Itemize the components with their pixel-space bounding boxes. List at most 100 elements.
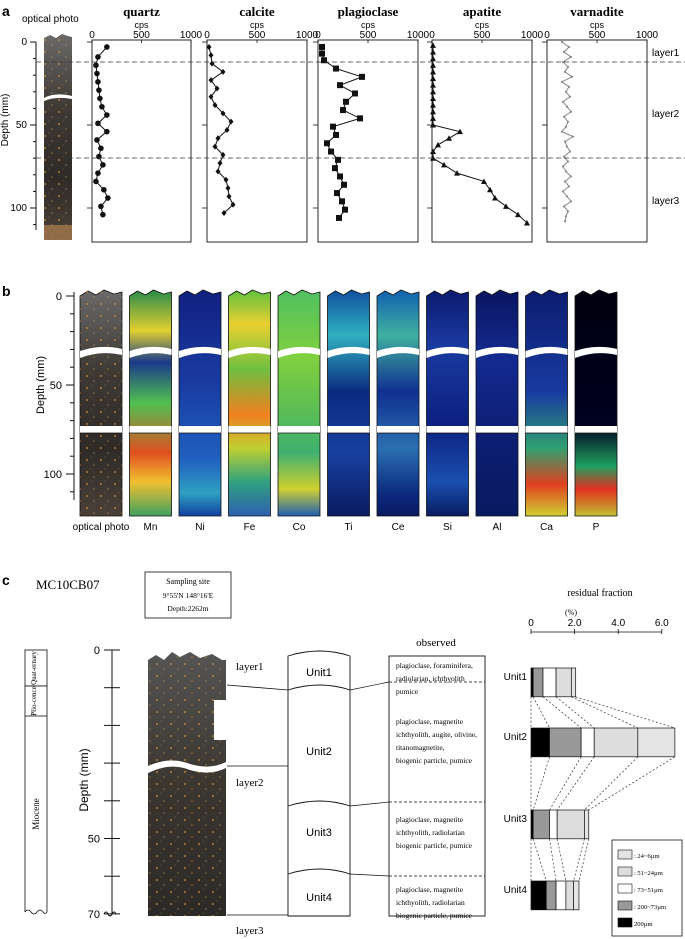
data-point: [221, 209, 227, 216]
legend-label: : 200~73µm: [634, 904, 666, 911]
map-ni: [178, 289, 222, 517]
legend-label: : 51~24µm: [634, 870, 663, 877]
map-p: [574, 289, 618, 517]
data-point: [95, 170, 101, 176]
data-point: [562, 50, 566, 54]
residual-category-label: Unit1: [504, 672, 528, 683]
series-line: [321, 46, 364, 219]
residual-bar-segment: [530, 727, 550, 758]
observed-line: radiolarian, ichthyolith: [396, 674, 465, 683]
data-point: [339, 198, 345, 205]
data-point: [94, 70, 100, 77]
data-point: [104, 44, 110, 50]
data-point: [215, 168, 221, 175]
data-point: [430, 75, 436, 82]
map-ce: [376, 289, 420, 517]
chart-unit: cps: [590, 20, 605, 30]
data-point: [352, 90, 358, 97]
map-ti: [327, 289, 370, 517]
residual-category-label: Unit3: [504, 814, 528, 825]
data-point: [567, 185, 571, 188]
x-tick-label: 0: [89, 30, 95, 41]
residual-bar-segment: [549, 727, 582, 758]
legend-label: 200µm: [634, 921, 653, 928]
data-point: [324, 140, 330, 147]
panel-a-depth-ticks: 0 50 100: [10, 37, 36, 226]
data-point: [343, 98, 349, 105]
data-point: [430, 62, 436, 68]
data-point: [481, 178, 487, 184]
residual-bar-segment: [556, 809, 585, 840]
data-point: [430, 88, 436, 95]
x-tick-label: 500: [474, 30, 491, 41]
data-point: [566, 210, 570, 213]
panel-a-layer1-label: layer1: [652, 48, 680, 59]
panel-a-layer2-label: layer2: [652, 109, 680, 120]
data-point: [337, 173, 343, 180]
data-point: [212, 102, 218, 109]
connector-line: [532, 696, 550, 729]
legend-swatch: [617, 883, 633, 894]
map-mn: [129, 289, 172, 517]
data-point: [96, 87, 102, 93]
x-tick-label: 0: [429, 30, 435, 41]
chart-unit: cps: [250, 20, 265, 30]
residual-bar-segment: [530, 880, 547, 911]
data-point: [562, 155, 566, 158]
data-point: [568, 95, 572, 98]
chart-unit: cps: [361, 20, 376, 30]
chart-unit: cps: [475, 20, 490, 30]
data-point: [561, 190, 565, 193]
data-point: [515, 211, 521, 218]
observed-line: pumice: [396, 687, 419, 696]
sampling-site-depth: Depth:2262m: [167, 604, 208, 613]
epoch-column: Quat-ernary Plio-cence Miocene: [24, 649, 48, 915]
legend-swatch: [617, 866, 633, 877]
data-point: [430, 122, 436, 128]
data-point: [446, 135, 452, 141]
data-point: [565, 105, 569, 108]
data-point: [104, 112, 110, 118]
depth-tick-label: 100: [44, 469, 62, 481]
depth-tick-label: 0: [94, 645, 100, 657]
data-point: [565, 145, 569, 148]
data-point: [96, 153, 102, 160]
data-point: [357, 115, 363, 122]
x-tick-label: 0: [315, 30, 321, 41]
column-label: Fe: [244, 522, 256, 533]
data-point: [333, 131, 339, 138]
data-point: [563, 180, 567, 183]
residual-bar-segment: [584, 809, 590, 840]
data-point: [562, 205, 566, 208]
data-point: [569, 110, 573, 113]
x-tick-label: 1000: [407, 30, 430, 41]
unit2-label: Unit2: [306, 746, 332, 758]
data-point: [100, 162, 106, 168]
chart-unit: cps: [134, 20, 149, 30]
depth-tick-label: 50: [16, 120, 28, 131]
epoch-pliocene: Plio-cence: [30, 686, 38, 716]
residual-bar-segment: [637, 727, 676, 758]
data-point: [560, 130, 564, 133]
connector-line: [556, 756, 595, 811]
data-point: [220, 68, 226, 75]
residual-bar-segment: [573, 880, 580, 911]
data-point: [217, 160, 223, 167]
map-co: [277, 289, 321, 517]
data-point: [225, 185, 231, 192]
data-point: [430, 95, 436, 101]
observed-line: biogenic particle, pumice: [396, 756, 473, 765]
data-point: [101, 186, 107, 193]
data-point: [359, 73, 365, 80]
observed-line: ichthyolith, augite, olivine,: [396, 730, 477, 739]
column-label: P: [593, 522, 600, 533]
data-point: [223, 176, 229, 183]
data-point: [105, 195, 111, 201]
data-point: [567, 85, 571, 88]
data-point: [430, 55, 436, 62]
panel-c-depth-ticks: 0 50 70: [88, 645, 120, 921]
